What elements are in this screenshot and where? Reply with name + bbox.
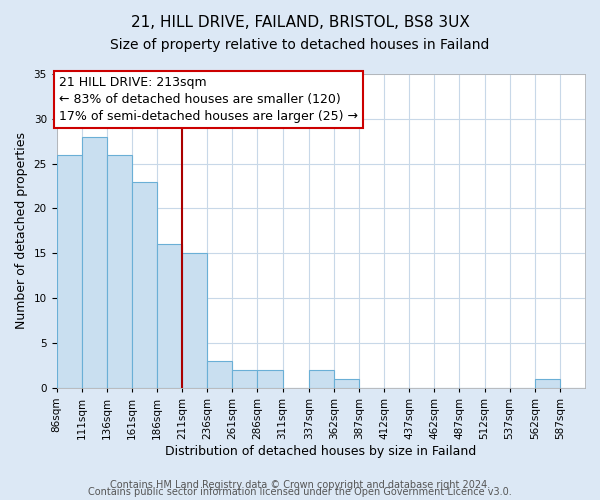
X-axis label: Distribution of detached houses by size in Failand: Distribution of detached houses by size … — [165, 444, 476, 458]
Text: Contains public sector information licensed under the Open Government Licence v3: Contains public sector information licen… — [88, 487, 512, 497]
Bar — [107, 154, 132, 388]
Text: Contains HM Land Registry data © Crown copyright and database right 2024.: Contains HM Land Registry data © Crown c… — [110, 480, 490, 490]
Bar — [257, 370, 283, 388]
Text: 21, HILL DRIVE, FAILAND, BRISTOL, BS8 3UX: 21, HILL DRIVE, FAILAND, BRISTOL, BS8 3U… — [131, 15, 469, 30]
Y-axis label: Number of detached properties: Number of detached properties — [15, 132, 28, 330]
Bar — [232, 370, 257, 388]
Bar — [309, 370, 334, 388]
Bar — [182, 254, 207, 388]
Bar — [157, 244, 182, 388]
Bar — [132, 182, 157, 388]
Bar — [334, 379, 359, 388]
Bar — [82, 137, 107, 388]
Bar — [207, 361, 232, 388]
Bar — [535, 379, 560, 388]
Text: 21 HILL DRIVE: 213sqm
← 83% of detached houses are smaller (120)
17% of semi-det: 21 HILL DRIVE: 213sqm ← 83% of detached … — [59, 76, 358, 123]
Bar — [56, 154, 82, 388]
Text: Size of property relative to detached houses in Failand: Size of property relative to detached ho… — [110, 38, 490, 52]
